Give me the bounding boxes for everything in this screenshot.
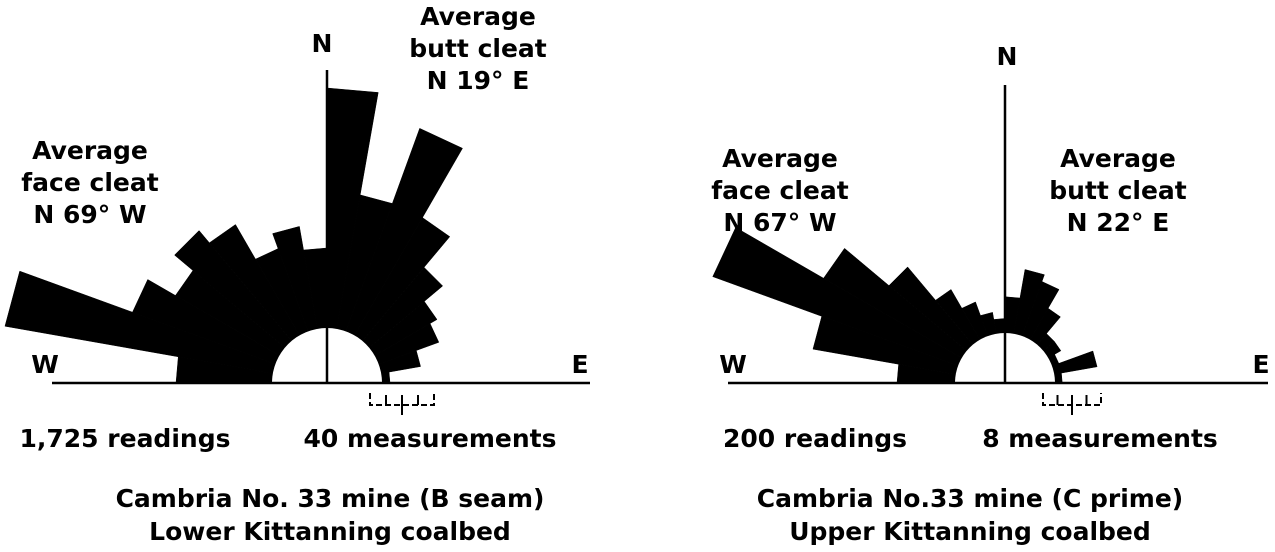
- face-annotation: Average: [722, 144, 838, 173]
- rose-bar: [1053, 372, 1063, 384]
- face-annotation: N 69° W: [33, 200, 146, 229]
- butt-annotation: butt cleat: [409, 34, 547, 63]
- east-label: E: [1252, 350, 1269, 379]
- rose-bar: [1051, 350, 1098, 375]
- butt-annotation: Average: [420, 2, 536, 31]
- west-label: W: [31, 350, 59, 379]
- readings-label: 200 readings: [723, 424, 907, 453]
- butt-annotation: N 22° E: [1067, 208, 1170, 237]
- caption: Lower Kittanning coalbed: [149, 517, 511, 546]
- scale-label: 40 measurements: [304, 424, 557, 453]
- scale-label: 8 measurements: [982, 424, 1218, 453]
- west-label: W: [719, 350, 747, 379]
- face-annotation: N 67° W: [723, 208, 836, 237]
- scale-bar: [369, 393, 435, 406]
- face-annotation: Average: [32, 136, 148, 165]
- east-label: E: [571, 350, 588, 379]
- rose-bar: [380, 371, 391, 384]
- caption: Cambria No.33 mine (C prime): [757, 484, 1184, 513]
- caption: Upper Kittanning coalbed: [789, 517, 1151, 546]
- butt-annotation: butt cleat: [1049, 176, 1187, 205]
- butt-annotation: N 19° E: [427, 66, 530, 95]
- readings-label: 1,725 readings: [20, 424, 231, 453]
- caption: Cambria No. 33 mine (B seam): [116, 484, 545, 513]
- face-annotation: face cleat: [711, 176, 848, 205]
- butt-annotation: Average: [1060, 144, 1176, 173]
- north-label: N: [997, 42, 1018, 71]
- face-annotation: face cleat: [21, 168, 158, 197]
- north-label: N: [312, 29, 333, 58]
